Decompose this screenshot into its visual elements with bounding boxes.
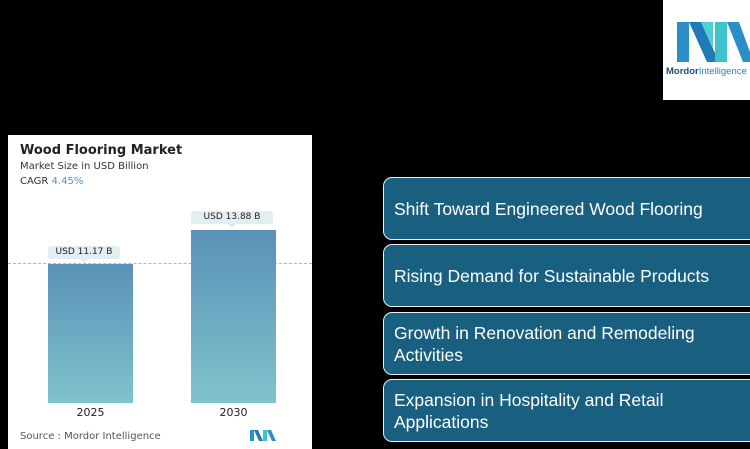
mini-logo-icon (250, 430, 276, 441)
chart-title: Wood Flooring Market (20, 143, 183, 158)
driver-renovation-remodeling: Growth in Renovation and Remodeling Acti… (383, 312, 750, 375)
bar-label-2025: USD 11.17 B (48, 246, 120, 263)
driver-engineered-wood: Shift Toward Engineered Wood Flooring (383, 177, 750, 240)
logo-wordmark: MordorIntelligence (666, 66, 747, 77)
reference-line (8, 263, 312, 264)
source-text: Source : Mordor Intelligence (20, 431, 161, 442)
cagr-label: CAGR 4.45% (20, 176, 84, 187)
bar-2030 (191, 230, 276, 403)
driver-sustainable-products: Rising Demand for Sustainable Products (383, 244, 750, 307)
driver-hospitality-retail: Expansion in Hospitality and Retail Appl… (383, 379, 750, 442)
mordor-logo: MordorIntelligence (663, 0, 750, 100)
xtick-2030: 2030 (219, 406, 248, 419)
bar-label-2030: USD 13.88 B (191, 211, 273, 228)
chart-subtitle: Market Size in USD Billion (20, 161, 149, 172)
mordor-logo-icon (677, 22, 750, 62)
bar-2025 (48, 264, 133, 403)
market-chart-card: Wood Flooring Market Market Size in USD … (8, 135, 312, 449)
xtick-2025: 2025 (76, 406, 105, 419)
cagr-value: 4.45% (51, 176, 84, 187)
